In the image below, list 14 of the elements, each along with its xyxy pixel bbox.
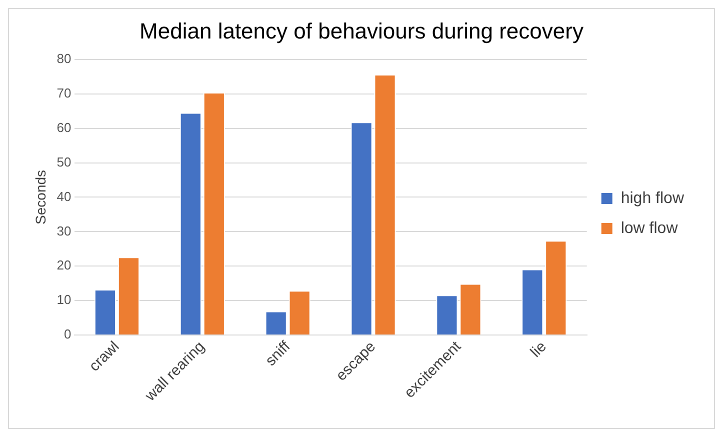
y-axis-title: Seconds xyxy=(32,170,48,224)
legend-label: low flow xyxy=(620,220,678,237)
y-tick-label: 60 xyxy=(56,120,72,135)
y-tick-label: 50 xyxy=(56,154,72,170)
y-tick-label: 70 xyxy=(56,85,72,100)
y-tick-label: 40 xyxy=(56,188,72,204)
y-tick-label: 20 xyxy=(56,258,72,273)
legend-label: high flow xyxy=(620,190,684,207)
y-tick-label: 10 xyxy=(56,292,72,308)
chart-title: Median latency of behaviours during recovery xyxy=(140,18,584,44)
y-tick-label: 30 xyxy=(56,223,72,238)
y-tick-label: 0 xyxy=(64,326,72,342)
x-tick-label: lie xyxy=(527,338,550,361)
y-tick-label: 80 xyxy=(56,50,72,66)
